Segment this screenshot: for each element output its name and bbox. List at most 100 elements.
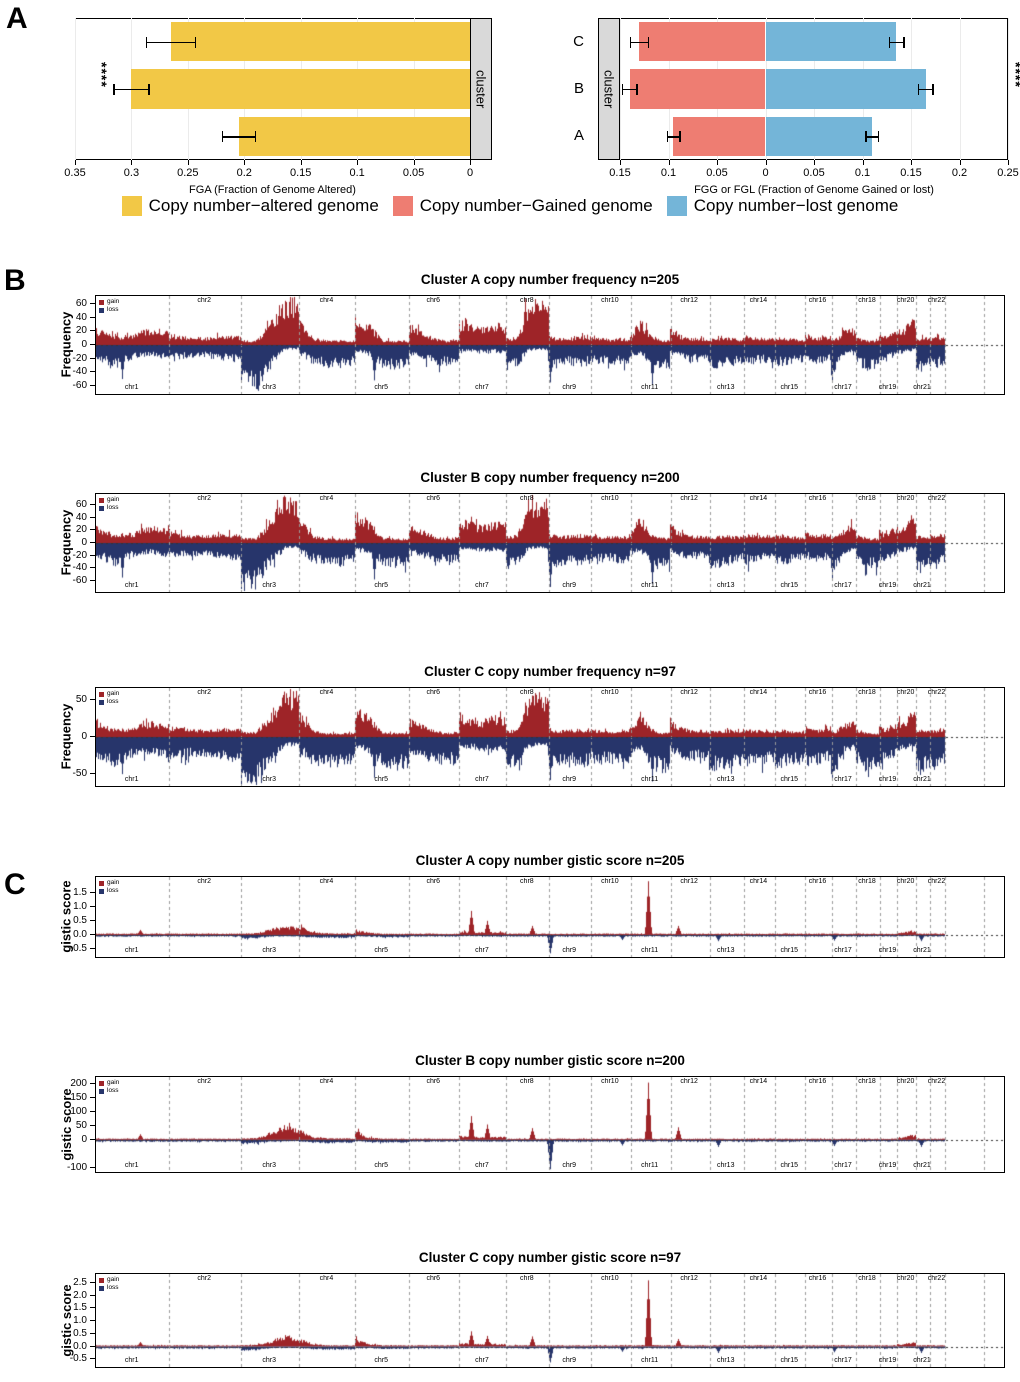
legend-loss-label: loss xyxy=(107,504,119,511)
fgg-tick xyxy=(911,160,912,165)
chromosome-label-chr21: chr21 xyxy=(913,947,931,954)
legend-row: loss xyxy=(99,1284,119,1292)
chromosome-label-chr10: chr10 xyxy=(601,495,619,502)
y-tick xyxy=(90,933,95,935)
chromosome-label-chr10: chr10 xyxy=(601,689,619,696)
y-tick-label: -20 xyxy=(72,549,87,561)
fgg-axis-title: FGG or FGL (Fraction of Genome Gained or… xyxy=(694,184,934,196)
chromosome-label-chr6: chr6 xyxy=(426,689,441,696)
fga-tick xyxy=(244,160,246,165)
y-tick-label: 2.5 xyxy=(73,1276,87,1288)
fgl-loss-errorbar xyxy=(888,41,905,44)
chromosome-label-chr18: chr18 xyxy=(858,1275,876,1282)
chromosome-label-chr15: chr15 xyxy=(780,582,798,589)
y-tick-label: 2.0 xyxy=(73,1289,87,1301)
plot-box xyxy=(95,687,1005,787)
chromosome-label-chr20: chr20 xyxy=(896,1275,915,1282)
chromosome-label-chr13: chr13 xyxy=(716,1162,735,1169)
chromosome-label-chr15: chr15 xyxy=(780,947,798,954)
chromosome-label-chr13: chr13 xyxy=(716,947,735,954)
y-tick-label: 20 xyxy=(75,524,87,536)
y-tick xyxy=(90,919,95,921)
y-tick xyxy=(90,1166,95,1168)
gain-loss-legend: gain loss xyxy=(99,298,119,314)
fgg-category-c: C xyxy=(573,32,584,50)
chromosome-label-chr6: chr6 xyxy=(426,297,441,304)
chromosome-label-chr7: chr7 xyxy=(475,1162,489,1169)
chromosome-label-chr21: chr21 xyxy=(913,384,931,391)
gain-swatch xyxy=(99,1080,104,1086)
fga-tick-label: 0.35 xyxy=(64,167,86,179)
y-tick xyxy=(90,1124,95,1126)
loss-swatch xyxy=(99,505,104,511)
y-tick-label: 20 xyxy=(75,325,87,337)
y-tick xyxy=(90,891,95,893)
chromosome-label-chr18: chr18 xyxy=(858,297,876,304)
fga-errorbar-cap xyxy=(148,84,150,95)
chromosome-label-chr7: chr7 xyxy=(475,947,489,954)
y-tick-label: 150 xyxy=(70,1091,87,1103)
chromosome-label-chr22: chr22 xyxy=(927,1078,946,1085)
chromosome-label-chr18: chr18 xyxy=(858,495,876,502)
chromosome-label-chr5: chr5 xyxy=(374,1162,389,1169)
y-tick xyxy=(90,303,95,305)
chromosome-label-chr18: chr18 xyxy=(858,1078,876,1085)
chromosome-label-chr8: chr8 xyxy=(520,1078,534,1085)
chromosome-label-chr5: chr5 xyxy=(374,384,389,391)
y-tick xyxy=(90,1281,95,1283)
chromosome-label-chr8: chr8 xyxy=(520,495,534,502)
legend-gain-label: gain xyxy=(107,690,120,697)
chromosome-label-chr14: chr14 xyxy=(749,878,768,885)
y-tick xyxy=(90,1294,95,1296)
chromosome-label-chr13: chr13 xyxy=(716,582,735,589)
legend-label-lost: Copy number−lost genome xyxy=(693,196,899,215)
chromosome-label-chr2: chr2 xyxy=(197,1078,212,1085)
chromosome-label-chr22: chr22 xyxy=(927,297,946,304)
legend-label-gained: Copy number−Gained genome xyxy=(419,196,653,215)
chromosome-label-chr3: chr3 xyxy=(262,1162,277,1169)
legend-item-altered: Copy number−altered genome xyxy=(121,196,379,216)
plot-box xyxy=(95,1273,1005,1368)
chromosome-label-chr21: chr21 xyxy=(913,1357,931,1364)
chromosome-label-chr3: chr3 xyxy=(262,947,277,954)
fgg-gain-cap xyxy=(648,36,650,48)
chromosome-label-chr1: chr1 xyxy=(124,1357,139,1364)
chromosome-label-chr11: chr11 xyxy=(641,947,659,954)
y-tick-label: 60 xyxy=(75,298,87,310)
fgg-tick xyxy=(1008,160,1009,165)
chromosome-label-chr11: chr11 xyxy=(641,1357,659,1364)
freq-plot-cluster-a: Cluster A copy number frequency n=205 Fre… xyxy=(0,272,1020,412)
fgg-gridline xyxy=(959,18,961,160)
plot-box xyxy=(95,876,1005,958)
y-tick xyxy=(90,371,95,373)
y-tick-label: 200 xyxy=(70,1077,87,1089)
chromosome-label-chr20: chr20 xyxy=(896,1078,915,1085)
y-tick-label: -100 xyxy=(66,1161,87,1173)
fga-bar-cluster-b xyxy=(131,69,470,109)
fga-bar-cluster-c xyxy=(170,22,470,62)
gain-swatch xyxy=(99,880,104,886)
chromosome-label-chr7: chr7 xyxy=(475,582,489,589)
y-tick xyxy=(90,1096,95,1098)
fgl-loss-bar-c xyxy=(765,22,897,62)
fgg-tick xyxy=(668,160,670,165)
chromosome-label-chr10: chr10 xyxy=(601,297,619,304)
fgg-tick-label: 0.1 xyxy=(660,167,677,179)
fgl-loss-cap xyxy=(932,84,934,95)
chromosome-label-chr2: chr2 xyxy=(197,689,212,696)
chromosome-label-chr19: chr19 xyxy=(878,947,897,954)
legend-row: loss xyxy=(99,504,119,512)
plot-box xyxy=(95,1076,1005,1173)
fgg-cluster-strip: cluster xyxy=(598,18,620,160)
y-tick xyxy=(90,504,95,506)
legend-gain-label: gain xyxy=(107,496,120,503)
chromosome-label-chr1: chr1 xyxy=(124,776,139,783)
fga-tick xyxy=(75,160,76,165)
fgg-gain-cap xyxy=(629,36,632,48)
y-tick xyxy=(90,1332,95,1334)
chromosome-label-chr12: chr12 xyxy=(680,1275,698,1282)
chromosome-label-chr13: chr13 xyxy=(716,776,735,783)
gain-loss-legend: gain loss xyxy=(99,690,119,706)
chromosome-label-chr5: chr5 xyxy=(374,1357,389,1364)
chromosome-label-chr14: chr14 xyxy=(749,689,768,696)
